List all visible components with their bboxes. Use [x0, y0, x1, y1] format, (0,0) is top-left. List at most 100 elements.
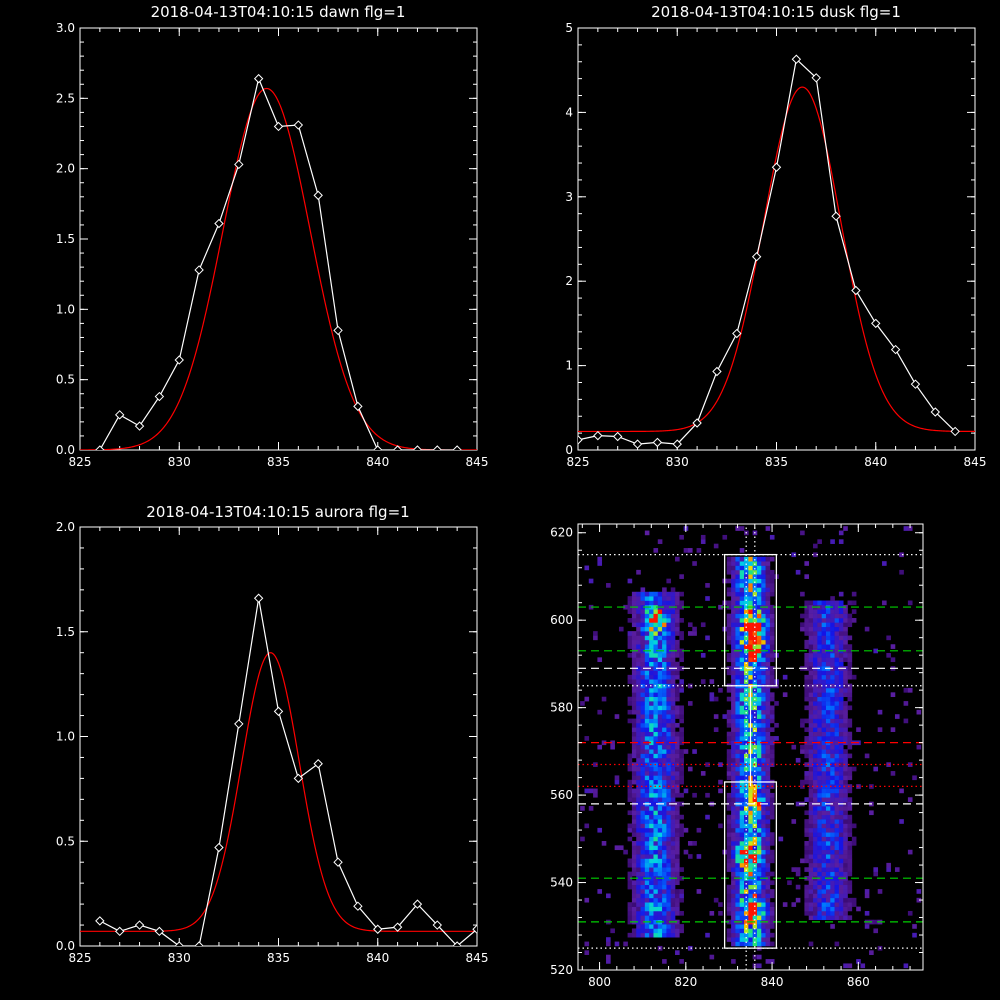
heatmap-cell	[627, 797, 633, 802]
heatmap-cell	[843, 692, 848, 698]
heatmap-cell	[739, 670, 745, 676]
heatmap-cell	[843, 757, 848, 763]
heatmap-cell	[769, 740, 775, 746]
heatmap-cell	[894, 867, 900, 872]
heatmap-cell	[834, 648, 840, 654]
heatmap-cell	[649, 797, 654, 802]
heatmap-cell	[735, 867, 741, 872]
heatmap-cell	[752, 639, 758, 645]
heatmap-cell	[735, 670, 741, 676]
heatmap-cell	[765, 897, 771, 903]
heatmap-cell	[838, 670, 844, 676]
heatmap-cell	[662, 626, 667, 632]
heatmap-ytick-label: 560	[550, 788, 573, 802]
heatmap-cell	[731, 937, 736, 942]
heatmap-cell	[649, 670, 654, 676]
heatmap-xtick-label: 800	[588, 975, 611, 989]
heatmap-cell	[817, 687, 822, 693]
heatmap-cell	[800, 744, 805, 750]
heatmap-cell	[670, 635, 676, 641]
heatmap-cell	[657, 631, 663, 636]
heatmap-cell	[657, 806, 663, 811]
heatmap-cell	[644, 902, 650, 907]
heatmap-cell	[662, 871, 667, 877]
heatmap-cell	[774, 736, 779, 741]
heatmap-cell	[813, 543, 818, 549]
heatmap-cell	[640, 862, 646, 868]
heatmap-cell	[756, 670, 762, 676]
heatmap-cell	[739, 722, 745, 728]
heatmap-cell	[825, 845, 831, 851]
heatmap-cell	[821, 731, 827, 737]
heatmap-cell	[644, 910, 650, 916]
heatmap-cell	[804, 858, 810, 864]
heatmap-cell	[731, 771, 736, 776]
heatmap-cell	[735, 631, 741, 636]
heatmap-cell	[752, 897, 758, 903]
heatmap-cell	[761, 731, 766, 737]
heatmap-cell	[662, 819, 667, 824]
heatmap-cell	[830, 797, 835, 802]
heatmap-cell	[838, 832, 844, 837]
heatmap-cell	[657, 736, 663, 741]
heatmap-cell	[640, 897, 646, 903]
heatmap-cell	[636, 753, 641, 759]
heatmap-cell	[808, 753, 814, 759]
heatmap-cell	[843, 722, 848, 728]
heatmap-cell	[649, 810, 654, 816]
heatmap-cell	[731, 784, 736, 789]
heatmap-cell	[761, 727, 766, 732]
heatmap-cell	[726, 687, 732, 693]
heatmap-cell	[821, 639, 827, 645]
heatmap-cell	[808, 666, 814, 671]
heatmap-cell	[830, 845, 835, 851]
heatmap-cell	[765, 722, 771, 728]
heatmap-cell	[847, 889, 853, 894]
heatmap-cell	[731, 836, 736, 842]
heatmap-cell	[761, 744, 766, 750]
heatmap-cell	[813, 687, 818, 693]
heatmap-cell	[644, 736, 650, 741]
heatmap-cell	[649, 919, 654, 925]
heatmap-cell	[662, 893, 667, 899]
heatmap-cell	[847, 753, 853, 759]
heatmap-cell	[821, 613, 827, 619]
heatmap-cell	[662, 652, 667, 658]
heatmap-cell	[769, 832, 775, 837]
heatmap-cell	[670, 810, 676, 816]
heatmap-cell	[825, 806, 831, 811]
heatmap-cell	[813, 552, 818, 558]
heatmap-cell	[666, 823, 672, 829]
heatmap-cell	[765, 644, 771, 649]
heatmap-cell	[679, 771, 684, 776]
heatmap-cell	[808, 609, 814, 614]
heatmap-cell	[834, 784, 840, 789]
heatmap-cell	[756, 749, 762, 754]
heatmap-cell	[709, 696, 715, 702]
heatmap-cell	[644, 897, 650, 903]
heatmap-cell	[675, 609, 680, 614]
heatmap-cell	[804, 823, 810, 829]
heatmap-cell	[739, 666, 745, 671]
heatmap-cell	[834, 906, 840, 912]
heatmap-cell	[748, 644, 753, 649]
heatmap-cell	[597, 889, 603, 894]
heatmap-cell	[666, 744, 672, 750]
heatmap-cell	[748, 871, 753, 877]
heatmap-cell	[808, 762, 814, 767]
heatmap-cell	[769, 814, 775, 820]
heatmap-cell	[670, 622, 676, 628]
heatmap-cell	[838, 915, 844, 921]
heatmap-cell	[649, 841, 654, 846]
heatmap-cell	[713, 727, 719, 732]
heatmap-cell	[813, 836, 818, 842]
heatmap-cell	[718, 687, 723, 693]
heatmap-cell	[843, 657, 848, 663]
heatmap-cell	[640, 709, 646, 715]
heatmap-cell	[657, 674, 663, 680]
heatmap-cell	[739, 910, 745, 916]
heatmap-cell	[830, 867, 835, 872]
heatmap-cell	[722, 534, 728, 540]
heatmap-cell	[821, 740, 827, 746]
heatmap-cell	[847, 827, 853, 833]
